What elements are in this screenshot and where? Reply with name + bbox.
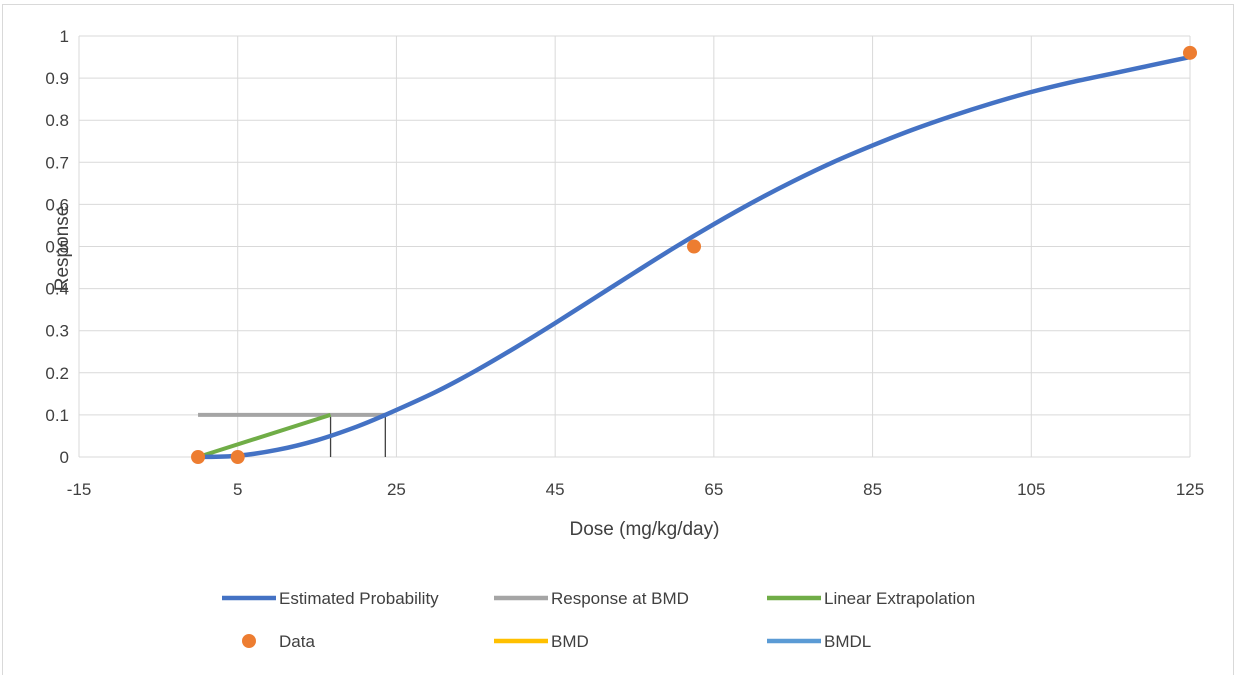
x-tick-label: 125 — [1176, 480, 1204, 499]
estimated-probability-curve — [195, 54, 1193, 460]
linear-extrapolation-line — [197, 412, 332, 459]
data-point — [191, 450, 206, 464]
y-tick-label: 0.5 — [45, 238, 69, 257]
y-tick-label: 0.7 — [45, 153, 69, 172]
y-tick-label: 0 — [60, 448, 69, 467]
y-tick-label: 0.8 — [45, 111, 69, 130]
chart-frame — [2, 4, 1234, 675]
legend-marker-data — [242, 634, 256, 648]
x-tick-label: -15 — [67, 480, 92, 499]
x-tick-label: 85 — [863, 480, 882, 499]
x-axis-title: Dose (mg/kg/day) — [570, 519, 720, 540]
data-point — [1183, 45, 1197, 60]
y-tick-label: 0.1 — [45, 406, 69, 425]
legend-label-data: Data — [279, 632, 315, 651]
y-tick-label: 0.9 — [45, 69, 69, 88]
x-tick-label: 65 — [704, 480, 723, 499]
y-tick-label: 0.3 — [45, 322, 69, 341]
x-tick-label: 25 — [387, 480, 406, 499]
data-point — [230, 450, 245, 464]
x-tick-label: 105 — [1017, 480, 1045, 499]
legend-label-estimated-probability: Estimated Probability — [279, 589, 439, 608]
y-tick-label: 0.6 — [45, 195, 69, 214]
x-tick-label: 5 — [233, 480, 242, 499]
y-tick-label: 0.2 — [45, 364, 69, 383]
legend-label-linear-extrapolation: Linear Extrapolation — [824, 589, 975, 608]
y-tick-label: 0.4 — [45, 280, 69, 299]
legend-label-response-at-bmd: Response at BMD — [551, 589, 689, 608]
data-point — [687, 239, 702, 254]
y-tick-label: 1 — [60, 27, 69, 46]
x-tick-label: 45 — [546, 480, 565, 499]
legend-label-bmdl: BMDL — [824, 632, 871, 651]
legend-label-bmd: BMD — [551, 632, 589, 651]
y-axis-title: Response — [52, 206, 73, 292]
